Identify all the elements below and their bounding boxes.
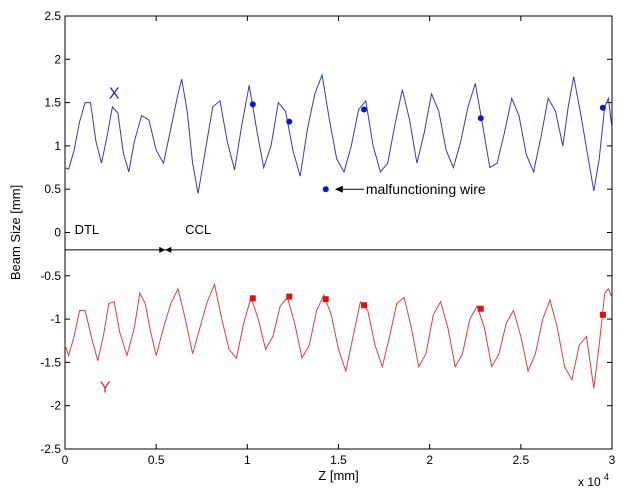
series-label-y: Y [100, 380, 111, 397]
marker-y [322, 296, 329, 303]
y-axis-ticks: -2.5 -2 -1.5 -1 -0.5 0 0.5 1 1.5 2 2.5 [40, 9, 612, 456]
x-tick-label: 1.5 [330, 453, 347, 467]
y-tick-label: -0.5 [40, 269, 61, 283]
marker-y [286, 293, 293, 300]
series-label-x: X [109, 85, 120, 102]
plot-frame [64, 15, 613, 450]
x-axis-ticks: 0 0.5 1 1.5 2 2.5 3 [62, 16, 616, 467]
arrow-left-icon [334, 185, 343, 193]
marker-x [477, 115, 484, 122]
x-multiplier-label: x 10 4 [578, 472, 609, 489]
x-tick-label: 2.5 [512, 453, 529, 467]
x-axis-label: Z [mm] [318, 468, 358, 483]
boundary-arrow-icon [159, 246, 166, 253]
y-tick-label: 2 [54, 52, 61, 66]
x-tick-label: 0.5 [148, 453, 165, 467]
x-tick-label: 3 [609, 453, 616, 467]
y-tick-label: 1 [54, 139, 61, 153]
series-layer: XY [64, 72, 613, 397]
legend-marker [322, 186, 329, 193]
series-line-x [64, 72, 613, 194]
y-tick-label: -2.5 [40, 442, 61, 456]
y-tick-label: 2.5 [44, 9, 61, 23]
y-tick-label: -1.5 [40, 355, 61, 369]
dtl-label: DTL [75, 222, 100, 237]
marker-x [286, 118, 293, 125]
marker-y [361, 302, 368, 309]
marker-y [599, 311, 606, 318]
marker-y [249, 295, 256, 302]
marker-y [477, 305, 484, 312]
legend-text: malfunctioning wire [366, 181, 486, 197]
x-tick-label: 0 [62, 453, 69, 467]
marker-x [361, 106, 368, 113]
y-tick-label: -1 [50, 312, 61, 326]
y-axis-label: Beam Size [mm] [8, 185, 23, 280]
x-tick-label: 1 [244, 453, 251, 467]
y-tick-label: 1.5 [44, 96, 61, 110]
annotation-layer: DTL CCL malfunctioning wire [75, 181, 486, 253]
x-tick-label: 2 [426, 453, 433, 467]
y-tick-label: 0.5 [44, 182, 61, 196]
x-multiplier-base: x 10 [578, 475, 601, 489]
y-tick-label: 0 [54, 226, 61, 240]
series-line-y [64, 282, 613, 389]
y-tick-label: -2 [50, 399, 61, 413]
marker-x [249, 101, 256, 108]
boundary-arrow-icon [165, 246, 172, 253]
ccl-label: CCL [185, 222, 211, 237]
marker-x [599, 104, 606, 111]
x-multiplier-exponent: 4 [604, 472, 609, 482]
